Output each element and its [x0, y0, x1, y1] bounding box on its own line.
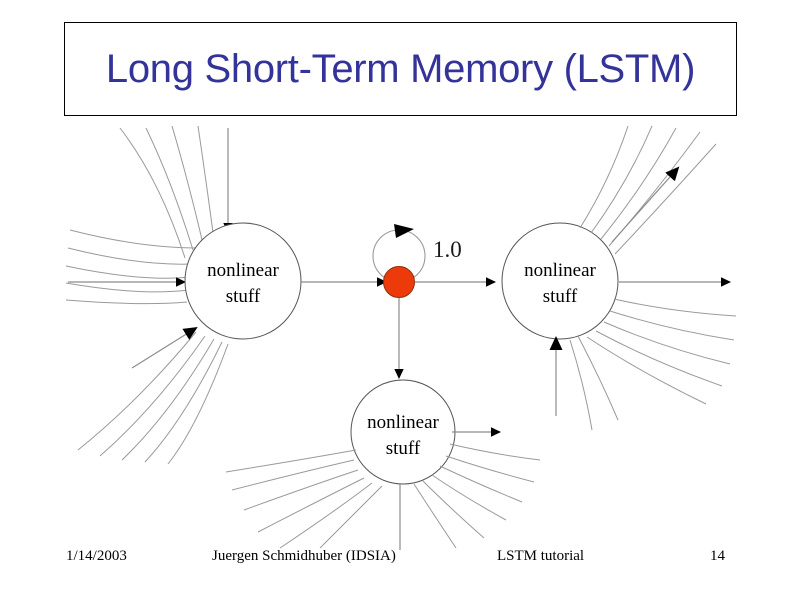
self-loop-weight-label: 1.0	[433, 237, 462, 262]
right-node-upper-right-arrow	[611, 166, 680, 243]
left-node-fan-top	[119, 125, 215, 259]
slide-title-box: Long Short-Term Memory (LSTM)	[64, 22, 737, 116]
right-node-fan-upper-right	[579, 125, 717, 255]
right-node-fan-bottom	[569, 335, 619, 431]
footer-author: Juergen Schmidhuber (IDSIA)	[212, 548, 396, 564]
right-node-fan-lower-right	[586, 298, 737, 405]
left-node-fan-lower-left	[77, 331, 229, 465]
memory-cell-node[interactable]	[383, 266, 415, 298]
left-node-lower-left-arrow	[131, 326, 198, 369]
left-node-fan-upper-left	[65, 229, 199, 305]
footer-date: 1/14/2003	[66, 548, 127, 564]
slide-footer: 1/14/2003 Juergen Schmidhuber (IDSIA) LS…	[0, 548, 800, 578]
node-right-label-line2: stuff	[543, 286, 578, 307]
node-bottom[interactable]: nonlinear stuff	[350, 379, 456, 485]
lstm-diagram-svg: nonlinear stuff 1.0 nonlinear	[65, 125, 737, 550]
bottom-node-fan-lower-left	[225, 449, 383, 549]
footer-page-number: 14	[710, 548, 725, 564]
node-bottom-label-line1: nonlinear	[367, 412, 439, 433]
node-bottom-label-line2: stuff	[386, 438, 421, 459]
lstm-diagram: nonlinear stuff 1.0 nonlinear	[0, 120, 800, 550]
footer-topic: LSTM tutorial	[497, 548, 585, 564]
node-right-label-line1: nonlinear	[524, 260, 596, 281]
bottom-node-fan-lower-right	[413, 443, 541, 549]
node-right[interactable]: nonlinear stuff	[501, 222, 619, 340]
page-title: Long Short-Term Memory (LSTM)	[105, 47, 696, 91]
node-left[interactable]: nonlinear stuff	[184, 222, 302, 340]
node-left-label-line2: stuff	[226, 286, 261, 307]
node-left-label-line1: nonlinear	[207, 260, 279, 281]
